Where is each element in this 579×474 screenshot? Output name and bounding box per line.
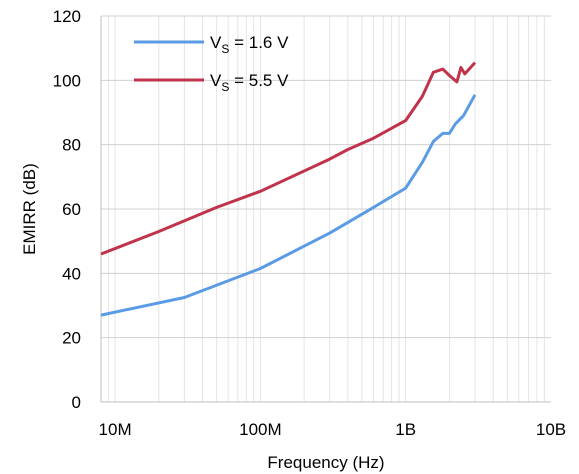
y-tick-labels: 0 20 40 60 80 100 120 bbox=[53, 7, 81, 412]
x-tick-label: 10M bbox=[99, 420, 132, 439]
x-tick-label: 100M bbox=[239, 420, 282, 439]
y-tick-label: 100 bbox=[53, 71, 81, 90]
y-tick-label: 120 bbox=[53, 7, 81, 26]
series-line-2 bbox=[100, 61, 477, 256]
x-tick-labels: 10M 100M 1B 10B bbox=[99, 420, 567, 439]
legend-label-2: VS = 5.5 V bbox=[210, 71, 289, 94]
y-tick-label: 20 bbox=[62, 329, 81, 348]
plot-frame bbox=[100, 16, 551, 403]
y-tick-label: 60 bbox=[62, 200, 81, 219]
y-tick-label: 40 bbox=[62, 264, 81, 283]
legend-label-1: VS = 1.6 V bbox=[210, 33, 289, 56]
legend: VS = 1.6 V VS = 5.5 V bbox=[134, 33, 289, 94]
x-tick-label: 1B bbox=[395, 420, 416, 439]
series-line-1 bbox=[100, 94, 477, 317]
x-axis-title: Frequency (Hz) bbox=[267, 453, 384, 472]
y-tick-label: 80 bbox=[62, 136, 81, 155]
y-tick-label: 0 bbox=[72, 393, 81, 412]
major-gridlines bbox=[101, 15, 551, 403]
series-layer bbox=[100, 61, 477, 317]
y-axis-title: EMIRR (dB) bbox=[20, 163, 39, 255]
x-tick-label: 10B bbox=[536, 420, 566, 439]
